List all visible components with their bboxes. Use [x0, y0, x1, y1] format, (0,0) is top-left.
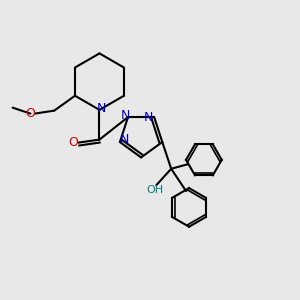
Text: N: N: [144, 111, 153, 124]
Text: O: O: [26, 107, 35, 120]
Text: N: N: [120, 133, 129, 146]
Text: N: N: [120, 109, 130, 122]
Text: N: N: [96, 102, 106, 115]
Text: O: O: [68, 136, 78, 149]
Text: OH: OH: [146, 184, 164, 195]
